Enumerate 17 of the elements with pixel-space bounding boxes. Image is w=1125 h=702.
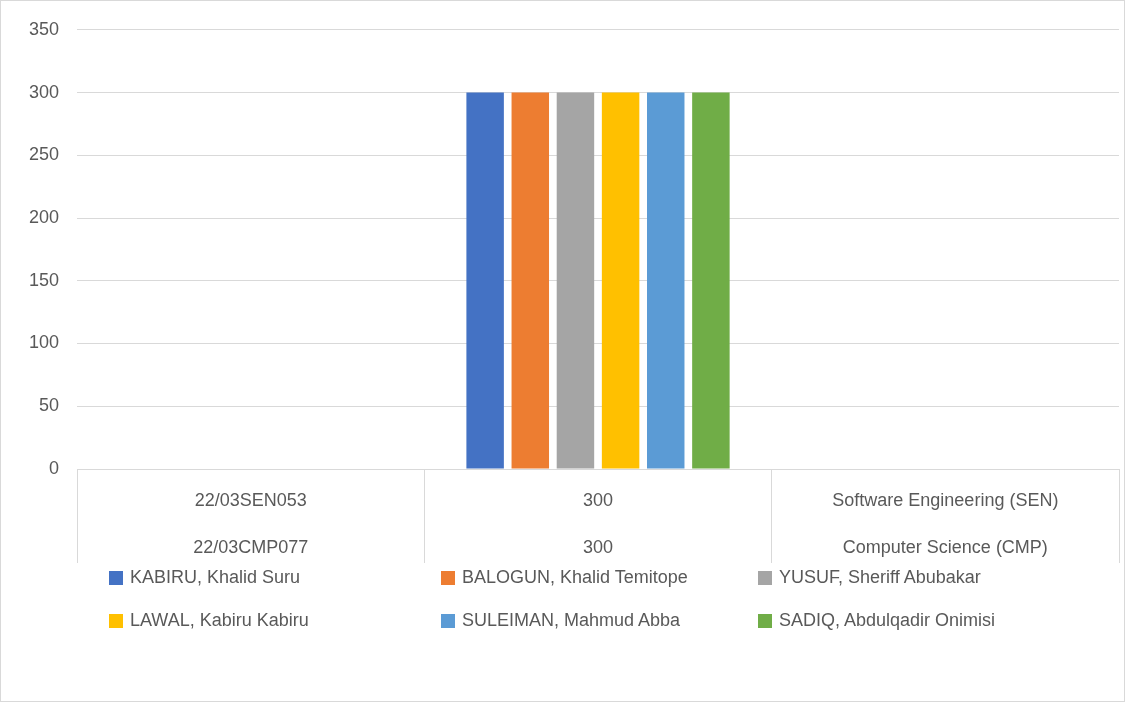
y-tick-label: 350 (28, 18, 60, 39)
y-tick-label: 0 (49, 457, 60, 478)
y-tick-label: 150 (28, 269, 60, 290)
legend-label: SULEIMAN, Mahmud Abba (462, 610, 681, 631)
category-label: Software Engineering (SEN) Computer Science (CMP) (832, 489, 1059, 557)
y-tick-label: 250 (28, 144, 60, 165)
category-label: 300 300 (582, 489, 614, 557)
y-tick-label: 200 (28, 207, 60, 227)
y-tick-label: 300 (28, 81, 60, 102)
legend-label: LAWAL, Kabiru Kabiru (130, 610, 309, 631)
category-label: 22/03SEN053 22/03CMP077 (193, 489, 309, 557)
legend-label: SADIQ, Abdulqadir Onimisi (779, 610, 996, 631)
legend-label: BALOGUN, Khalid Temitope (462, 567, 688, 588)
y-tick-label: 50 (39, 395, 60, 416)
legend-label: YUSUF, Sheriff Abubakar (779, 567, 981, 588)
legend-label: KABIRU, Khalid Suru (130, 567, 301, 588)
y-tick-label: 100 (28, 332, 60, 353)
